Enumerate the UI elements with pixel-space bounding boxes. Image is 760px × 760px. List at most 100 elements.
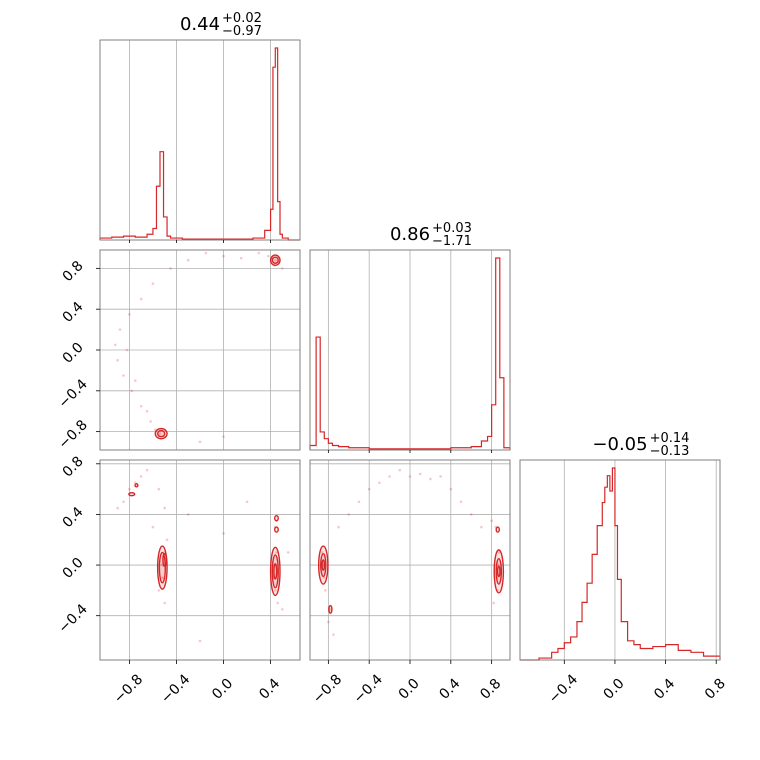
contour-level: [320, 552, 327, 578]
x-tick-label: −0.4: [546, 671, 581, 706]
scatter-point: [273, 258, 277, 262]
scatter-point: [149, 420, 152, 423]
scatter-point: [133, 379, 137, 382]
title-minus-error: −1.71: [432, 234, 472, 249]
scatter-point: [169, 267, 172, 270]
histogram-p0: [99, 47, 300, 241]
y-tick-label: −0.4: [55, 601, 90, 636]
x-tick-label: 0.0: [209, 676, 236, 703]
scatter-point: [324, 589, 327, 592]
x-tick-label: −0.4: [351, 671, 386, 706]
contour-level: [495, 526, 500, 533]
scatter-point: [116, 358, 119, 362]
title-value: 0.44: [180, 14, 220, 35]
contour-level: [328, 604, 333, 614]
x-tick-label: 0.8: [702, 676, 729, 703]
parameter-title-1: 0.86: [390, 224, 430, 245]
parameter-title-2: −0.05: [592, 434, 647, 455]
scatter-point: [378, 481, 381, 485]
scatter-point: [273, 589, 277, 592]
contour-level: [496, 565, 501, 578]
x-tick-label: 0.0: [601, 676, 628, 703]
x-tick-label: 0.4: [651, 676, 678, 703]
scatter-point: [186, 258, 190, 262]
scatter-point: [151, 525, 155, 529]
scatter-point: [139, 475, 143, 478]
scatter-point: [145, 409, 149, 413]
x-tick-label: −0.4: [158, 671, 193, 706]
x-tick-label: −0.8: [310, 671, 345, 706]
scatter-point: [116, 506, 119, 510]
scatter-panel-p2_vs_p1: [310, 460, 510, 660]
histogram-frame-p2: [519, 459, 721, 661]
scatter-point: [163, 506, 167, 510]
scatter-point: [418, 472, 422, 476]
scatter-point: [151, 282, 155, 285]
scatter-point: [161, 576, 164, 580]
scatter-point: [139, 297, 143, 301]
scatter-point: [128, 312, 131, 316]
histogram-panel-p1: [327, 250, 493, 450]
x-tick-label: −0.8: [111, 671, 146, 706]
scatter-point: [257, 251, 261, 255]
contour-level: [162, 552, 168, 568]
title-value: 0.86: [390, 224, 430, 245]
y-tick-label: 0.8: [60, 258, 87, 285]
scatter-point: [125, 348, 129, 352]
scatter-point: [165, 538, 169, 542]
scatter-point: [128, 487, 131, 491]
histogram-p1: [309, 257, 511, 450]
contour-level: [156, 429, 166, 438]
scatter-point: [367, 487, 371, 491]
scatter-point: [357, 500, 361, 504]
scatter-point: [429, 477, 432, 481]
y-tick-label: 0.0: [60, 555, 87, 582]
title-minus-error: −0.97: [222, 24, 262, 39]
contour-level: [271, 554, 279, 589]
scatter-point: [281, 608, 284, 611]
scatter-point: [332, 633, 335, 636]
scatter-point: [145, 468, 149, 472]
scatter-point: [337, 525, 340, 529]
title-value: −0.05: [592, 434, 647, 455]
contour-level: [158, 551, 166, 584]
contour-level: [495, 558, 503, 585]
scatter-point: [245, 500, 249, 504]
title-plus-error: +0.14: [650, 431, 690, 446]
title-plus-error: +0.02: [222, 11, 262, 26]
x-tick-label: 0.4: [256, 676, 283, 703]
scatter-point: [347, 513, 351, 516]
scatter-point: [158, 432, 162, 435]
scatter-point: [113, 343, 117, 347]
parameter-title-0: 0.44: [180, 14, 220, 35]
scatter-point: [222, 532, 225, 535]
y-tick-label: 0.8: [60, 453, 87, 480]
y-tick-label: −0.4: [55, 376, 90, 411]
scatter-point: [492, 601, 495, 605]
scatter-point: [198, 639, 202, 643]
title-plus-error: +0.03: [432, 221, 472, 236]
histogram-frame-p0: [99, 39, 301, 241]
scatter-point: [157, 487, 161, 491]
scatter-point: [122, 500, 125, 504]
contour-level: [271, 256, 279, 264]
y-tick-label: 0.4: [60, 299, 87, 326]
y-tick-label: −0.8: [55, 417, 90, 452]
scatter-point: [459, 500, 463, 504]
x-tick-label: 0.4: [436, 676, 463, 703]
scatter-point: [439, 475, 442, 478]
scatter-point: [490, 519, 493, 523]
contour-level: [274, 526, 279, 533]
contour-level: [274, 514, 279, 522]
histogram-panel-p2: [563, 460, 717, 660]
scatter-point: [449, 487, 453, 491]
scatter-point: [327, 620, 330, 624]
scatter-point: [408, 475, 412, 478]
histogram-panel-p0: [129, 40, 271, 240]
scatter-point: [497, 551, 501, 554]
histogram-p2: [520, 467, 721, 661]
scatter-point: [276, 601, 279, 605]
scatter-point: [480, 525, 483, 529]
scatter-point: [186, 513, 190, 516]
